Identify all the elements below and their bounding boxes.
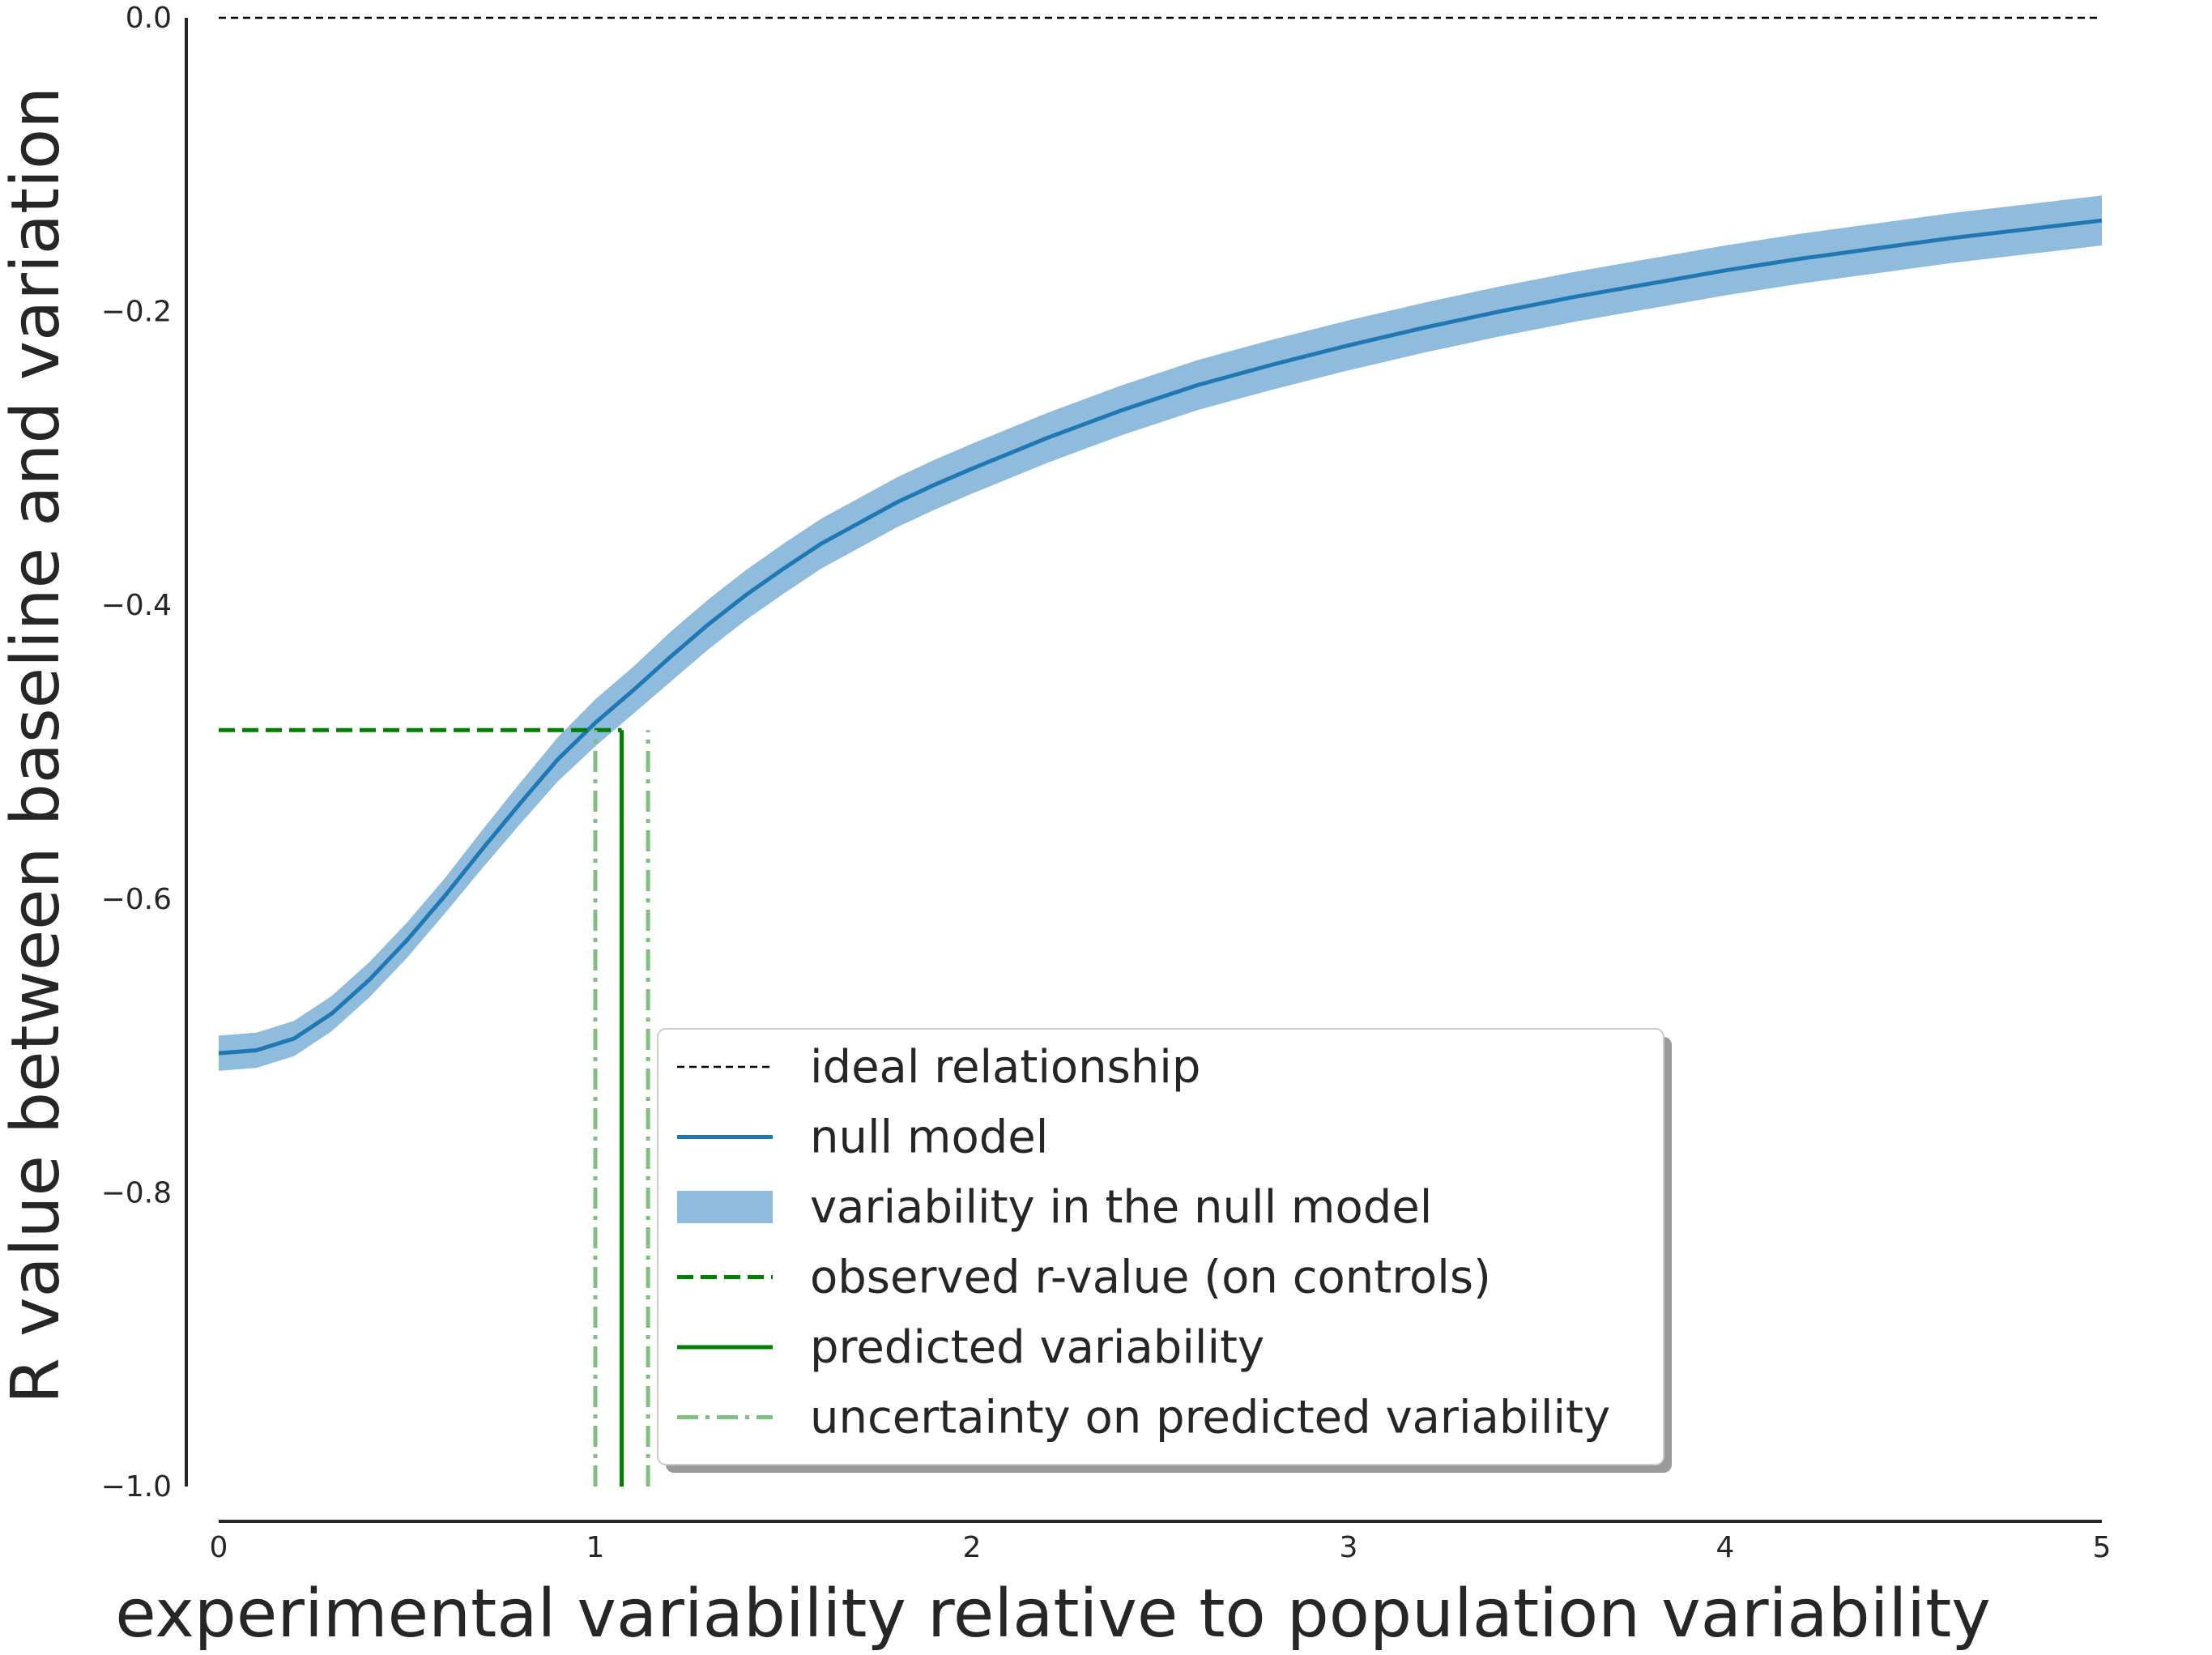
x-tick-label: 1 — [586, 1531, 605, 1564]
x-tick-label: 5 — [2093, 1531, 2112, 1564]
plot-area — [218, 16, 2103, 1487]
legend-label: ideal relationship — [810, 1041, 1200, 1094]
variability-band — [219, 195, 2102, 1071]
axes: 0.0 −0.2 −0.4 −0.6 −0.8 −1.0 0 1 2 3 4 5 — [101, 2, 2112, 1564]
x-tick-label: 4 — [1716, 1531, 1735, 1564]
y-axis-label: R value between baseline and variation — [0, 87, 75, 1404]
x-axis-label: experimental variability relative to pop… — [115, 1576, 1991, 1653]
y-tick-label: −0.2 — [101, 296, 172, 329]
x-tick-label: 3 — [1340, 1531, 1358, 1564]
x-tick-label: 2 — [963, 1531, 982, 1564]
y-tick-label: 0.0 — [126, 2, 172, 35]
legend: ideal relationship null model variability … — [657, 1028, 1672, 1473]
y-tick-label: −1.0 — [101, 1470, 172, 1504]
x-tick-label: 0 — [210, 1531, 228, 1564]
y-tick-label: −0.4 — [101, 589, 172, 622]
legend-label: uncertainty on predicted variability — [810, 1392, 1610, 1444]
legend-label: variability in the null model — [810, 1181, 1432, 1234]
null-model-line — [218, 218, 2103, 1056]
y-tick-label: −0.6 — [101, 883, 172, 916]
y-tick-label: −0.8 — [101, 1176, 172, 1209]
legend-swatch — [677, 1191, 773, 1223]
legend-label: observed r-value (on controls) — [810, 1252, 1491, 1304]
legend-label: null model — [810, 1111, 1048, 1164]
legend-label: predicted variability — [810, 1321, 1264, 1374]
legend-box — [657, 1028, 1664, 1465]
